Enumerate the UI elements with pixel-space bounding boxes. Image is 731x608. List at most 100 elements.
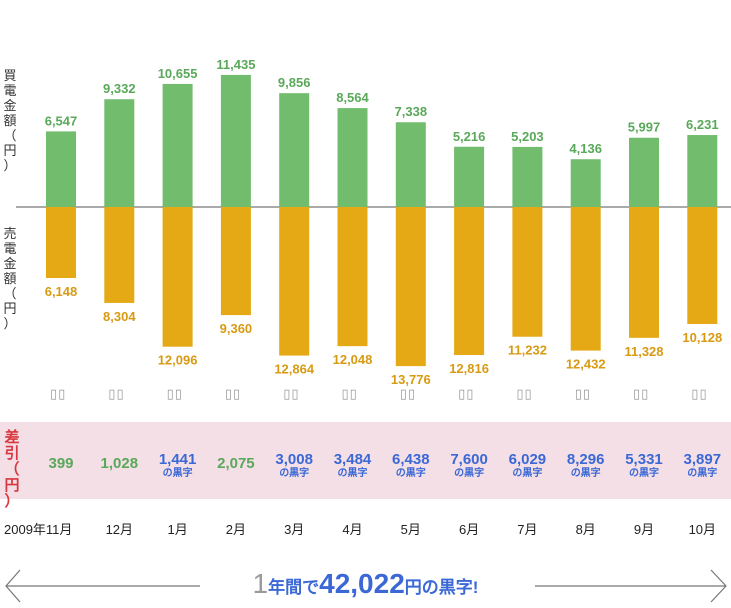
buy-bar xyxy=(512,146,543,207)
difference-value: 6,029 xyxy=(508,451,547,468)
difference-value: 1,028 xyxy=(100,455,139,472)
month-label: 2009年11月 xyxy=(4,522,73,537)
sell-value-label: 13,776 xyxy=(391,372,431,387)
difference-suffix: の黒字 xyxy=(687,468,718,479)
month-label: 1月 xyxy=(167,522,188,537)
sell-bar xyxy=(629,207,659,338)
buy-bar xyxy=(46,131,76,207)
sell-bar xyxy=(454,207,485,356)
buy-value-label: 10,655 xyxy=(158,66,198,81)
buy-bar xyxy=(629,137,659,207)
difference-value: 5,331 xyxy=(625,451,663,468)
sell-value-label: 10,128 xyxy=(682,330,722,345)
sell-bar xyxy=(337,207,368,347)
month-label: 7月 xyxy=(517,522,538,537)
difference-suffix: の黒字 xyxy=(512,468,543,479)
placeholder-glyph: ▯▯ xyxy=(691,386,708,401)
sell-value-label: 11,328 xyxy=(624,344,663,359)
buy-value-label: 5,997 xyxy=(628,120,661,135)
placeholder-glyph: ▯▯ xyxy=(108,386,125,401)
difference-value: 6,438 xyxy=(392,451,430,468)
difference-cell: 1,441 の黒字 xyxy=(149,452,207,480)
difference-value: 3,484 xyxy=(333,451,372,468)
arrow-head-left xyxy=(5,569,21,603)
difference-cell: 6,029 の黒字 xyxy=(498,452,556,480)
difference-value: 3,008 xyxy=(275,451,313,468)
difference-value: 7,600 xyxy=(450,451,488,468)
bar-chart: 6,547 6,148 9,332 8,304 10,655 12,096 11,435 9,… xyxy=(16,57,731,387)
buy-value-label: 9,856 xyxy=(278,75,311,90)
buy-bar xyxy=(220,74,251,207)
difference-cell: 3,484 の黒字 xyxy=(324,452,382,480)
sell-bar xyxy=(279,207,310,356)
buy-bar xyxy=(337,108,368,207)
sell-bar xyxy=(512,207,543,337)
buy-bar xyxy=(454,146,485,207)
buy-value-label: 7,338 xyxy=(395,104,428,119)
month-label: 12月 xyxy=(105,522,134,537)
placeholder-glyph: ▯▯ xyxy=(516,386,533,401)
difference-band xyxy=(0,422,731,499)
summary-prefix: 1 xyxy=(252,568,269,599)
difference-label: 差 引 （ 円 ） xyxy=(4,429,20,510)
difference-cell: 5,331 の黒字 xyxy=(615,452,673,480)
placeholder-glyph: ▯▯ xyxy=(574,386,591,401)
buy-bar xyxy=(395,122,426,207)
difference-suffix: の黒字 xyxy=(337,468,368,479)
difference-cell: 1,028 xyxy=(90,456,148,472)
buy-value-label: 6,547 xyxy=(45,113,78,128)
difference-cell: 3,897 の黒字 xyxy=(673,452,731,480)
difference-cell: 7,600 の黒字 xyxy=(440,452,498,480)
difference-cell: 3,008 の黒字 xyxy=(265,452,323,480)
buy-bar xyxy=(570,159,601,207)
buy-value-label: 5,203 xyxy=(511,129,544,144)
sell-value-label: 12,432 xyxy=(566,357,606,372)
difference-suffix: の黒字 xyxy=(395,468,426,479)
sell-bar xyxy=(104,207,135,303)
summary-amount: 42,022 xyxy=(319,568,405,599)
difference-cell: 2,075 xyxy=(207,456,265,472)
buy-value-label: 11,435 xyxy=(216,57,255,72)
month-label: 5月 xyxy=(400,522,421,537)
buy-axis-label: 買 電 金 額 （ 円 ） xyxy=(3,68,17,173)
sell-bar xyxy=(687,207,718,324)
arrow-head-right xyxy=(710,569,727,603)
sell-value-label: 12,816 xyxy=(449,361,489,376)
month-label: 6月 xyxy=(458,522,480,537)
placeholder-glyph: ▯▯ xyxy=(458,386,475,401)
difference-suffix: の黒字 xyxy=(162,468,193,479)
summary-suffix: 円の黒字! xyxy=(404,578,479,597)
buy-bar xyxy=(687,135,718,207)
summary-arrow xyxy=(5,569,727,603)
difference-suffix: の黒字 xyxy=(570,468,601,479)
difference-cell: 8,296 の黒字 xyxy=(557,452,615,480)
placeholder-glyph: ▯▯ xyxy=(341,386,358,401)
buy-value-label: 4,136 xyxy=(569,141,602,156)
sell-value-label: 9,360 xyxy=(220,321,253,336)
placeholder-glyph: ▯▯ xyxy=(224,386,242,401)
month-label: 2月 xyxy=(225,522,246,537)
difference-value: 399 xyxy=(48,455,74,472)
sell-bar xyxy=(395,207,426,367)
placeholder-glyph: ▯▯ xyxy=(283,386,300,401)
month-label: 9月 xyxy=(633,522,655,537)
placeholder-glyph: ▯▯ xyxy=(50,386,67,401)
buy-value-label: 9,332 xyxy=(103,81,136,96)
sell-bar xyxy=(570,207,601,351)
difference-cell: 6,438 の黒字 xyxy=(382,452,440,480)
placeholder-glyph: ▯▯ xyxy=(633,386,650,401)
sell-value-label: 6,148 xyxy=(45,284,78,299)
sell-bar xyxy=(46,207,76,279)
sell-bar xyxy=(162,207,193,347)
difference-suffix: の黒字 xyxy=(629,468,659,479)
difference-suffix: の黒字 xyxy=(279,468,310,479)
difference-value: 3,897 xyxy=(683,451,722,468)
buy-bar xyxy=(279,93,310,207)
month-label: 3月 xyxy=(284,522,305,537)
sell-axis-label: 売 電 金 額 （ 円 ） xyxy=(3,226,17,331)
sell-value-label: 8,304 xyxy=(103,309,136,324)
sell-value-label: 12,048 xyxy=(333,352,373,367)
buy-bar xyxy=(162,83,193,207)
month-label: 10月 xyxy=(688,522,717,537)
difference-suffix: の黒字 xyxy=(454,468,485,479)
